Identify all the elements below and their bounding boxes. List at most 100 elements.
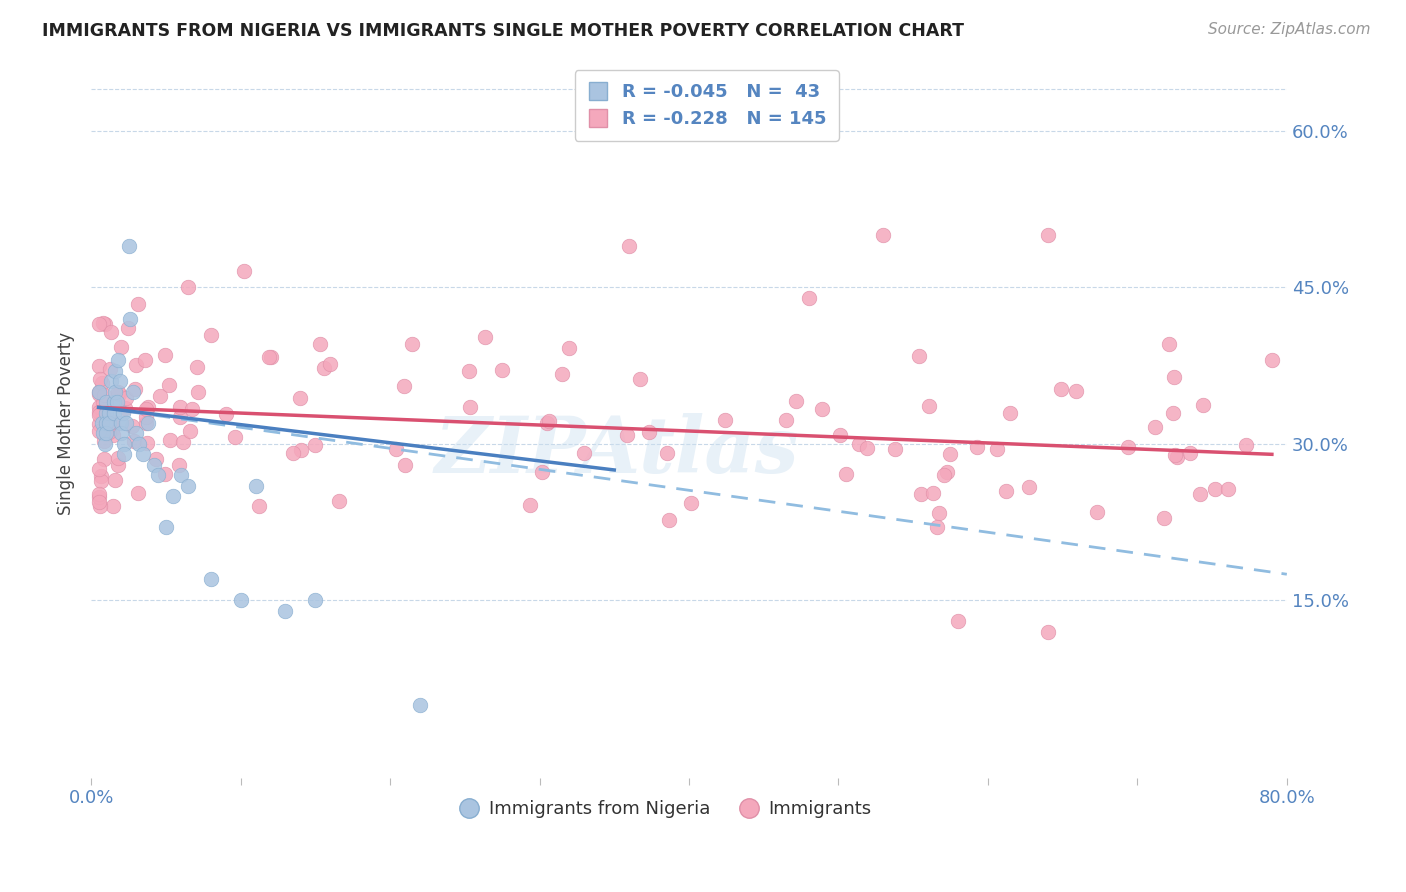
Point	[87, 384, 110, 399]
Point	[101, 428, 124, 442]
Point	[87, 424, 110, 438]
Point	[1157, 337, 1180, 351]
Point	[107, 385, 129, 400]
Point	[200, 573, 222, 587]
Point	[104, 473, 127, 487]
Point	[628, 372, 651, 386]
Point	[142, 458, 165, 472]
Point	[394, 378, 416, 392]
Point	[121, 419, 143, 434]
Text: IMMIGRANTS FROM NIGERIA VS IMMIGRANTS SINGLE MOTHER POVERTY CORRELATION CHART: IMMIGRANTS FROM NIGERIA VS IMMIGRANTS SI…	[42, 22, 965, 40]
Point	[179, 425, 201, 439]
Point	[124, 434, 146, 449]
Point	[107, 450, 129, 465]
Legend: Immigrants from Nigeria, Immigrants: Immigrants from Nigeria, Immigrants	[451, 793, 879, 825]
Point	[681, 496, 703, 510]
Point	[935, 465, 957, 479]
Point	[91, 316, 114, 330]
Point	[157, 378, 180, 392]
Point	[714, 413, 737, 427]
Point	[1180, 446, 1202, 460]
Point	[118, 311, 141, 326]
Point	[1018, 480, 1040, 494]
Point	[658, 513, 681, 527]
Text: Source: ZipAtlas.com: Source: ZipAtlas.com	[1208, 22, 1371, 37]
Point	[458, 364, 481, 378]
Point	[135, 409, 157, 424]
Point	[105, 395, 128, 409]
Point	[87, 405, 110, 419]
Point	[655, 446, 678, 460]
Point	[98, 362, 121, 376]
Point	[918, 399, 941, 413]
Y-axis label: Single Mother Poverty: Single Mother Poverty	[58, 332, 75, 515]
Point	[986, 442, 1008, 456]
Point	[87, 487, 110, 501]
Point	[1050, 382, 1073, 396]
Point	[835, 467, 858, 481]
Point	[93, 434, 115, 449]
Point	[117, 321, 139, 335]
Point	[132, 447, 155, 461]
Point	[135, 417, 157, 431]
Point	[1143, 420, 1166, 434]
Point	[946, 614, 969, 628]
Point	[491, 363, 513, 377]
Point	[108, 386, 131, 401]
Point	[124, 383, 146, 397]
Point	[1153, 511, 1175, 525]
Point	[1163, 369, 1185, 384]
Point	[148, 468, 170, 483]
Point	[125, 426, 148, 441]
Point	[93, 388, 115, 402]
Point	[153, 348, 176, 362]
Point	[474, 330, 496, 344]
Point	[908, 349, 931, 363]
Point	[124, 359, 146, 373]
Point	[274, 604, 297, 618]
Point	[966, 440, 988, 454]
Point	[145, 451, 167, 466]
Point	[103, 415, 125, 429]
Point	[94, 395, 117, 409]
Point	[153, 467, 176, 481]
Point	[638, 425, 661, 439]
Point	[939, 447, 962, 461]
Point	[91, 408, 114, 422]
Point	[1064, 384, 1087, 399]
Point	[100, 375, 122, 389]
Point	[830, 427, 852, 442]
Point	[162, 489, 184, 503]
Point	[200, 327, 222, 342]
Point	[87, 408, 110, 422]
Point	[136, 416, 159, 430]
Point	[169, 458, 191, 473]
Point	[91, 426, 114, 441]
Point	[108, 375, 131, 389]
Point	[98, 416, 121, 430]
Point	[775, 413, 797, 427]
Point	[181, 401, 204, 416]
Point	[309, 336, 332, 351]
Point	[1085, 505, 1108, 519]
Point	[921, 486, 943, 500]
Point	[128, 437, 150, 451]
Point	[100, 325, 122, 339]
Point	[328, 494, 350, 508]
Point	[537, 414, 560, 428]
Point	[319, 357, 342, 371]
Point	[304, 438, 326, 452]
Point	[572, 446, 595, 460]
Point	[458, 400, 481, 414]
Point	[314, 360, 336, 375]
Point	[103, 395, 125, 409]
Point	[1163, 406, 1185, 420]
Point	[149, 389, 172, 403]
Point	[98, 406, 121, 420]
Point	[304, 593, 326, 607]
Point	[93, 452, 115, 467]
Point	[224, 430, 246, 444]
Point	[531, 465, 554, 479]
Point	[1192, 398, 1215, 412]
Point	[998, 405, 1021, 419]
